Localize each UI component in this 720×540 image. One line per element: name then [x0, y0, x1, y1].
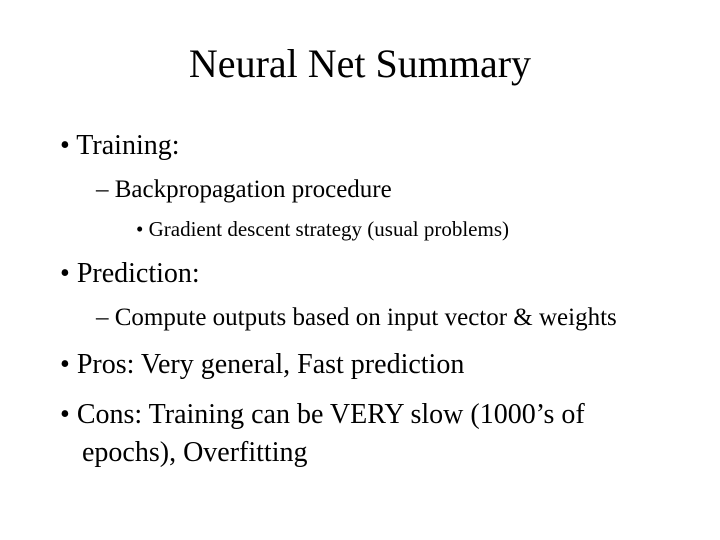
bullet-compute-outputs: Compute outputs based on input vector & … — [96, 301, 680, 335]
bullet-pros: Pros: Very general, Fast prediction — [60, 346, 680, 384]
bullet-cons: Cons: Training can be VERY slow (1000’s … — [60, 396, 680, 472]
bullet-prediction: Prediction: — [60, 255, 680, 293]
slide-title: Neural Net Summary — [40, 40, 680, 87]
bullet-gradient: Gradient descent strategy (usual problem… — [136, 215, 680, 243]
bullet-training: Training: — [60, 127, 680, 165]
bullet-backprop: Backpropagation procedure — [96, 173, 680, 207]
